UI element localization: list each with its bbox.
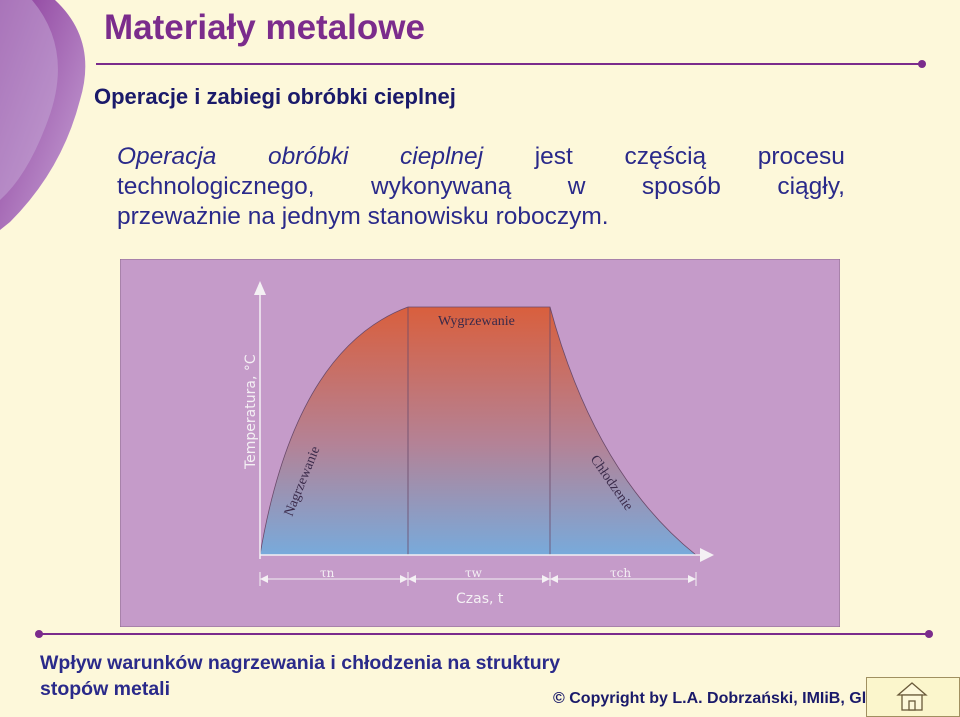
definition-line-3: przeważnie na jednym stanowisku roboczym… [117,203,609,230]
time-axis-label: Czas, t [456,591,504,607]
definition-text: Operacja obróbki cieplnej jest częścią p… [117,142,845,232]
word-obrobki: obróbki [268,143,349,170]
dimension-arrow [260,575,268,583]
home-icon [896,682,928,711]
word-sposob: sposób [641,173,721,200]
footer-divider-dot-right [925,630,933,638]
title-divider-dot [918,60,926,68]
time-axis-arrow [700,548,714,562]
dimension-arrow [550,575,558,583]
word-w: w [567,173,586,200]
word-technologicznego: technologicznego, [117,173,315,200]
temperature-axis-label: Temperatura, °C [243,354,259,470]
dimension-arrow [542,575,550,583]
page-title: Materiały metalowe [104,8,425,47]
phase-label-soaking: Wygrzewanie [438,314,515,329]
dimension-arrow [400,575,408,583]
footer-topic-line-2: stopów metali [40,678,171,700]
definition-line-1: Operacja obróbki cieplnej jest częścią p… [117,142,845,172]
tau-w-label: τw [465,566,483,580]
word-czescia: częścią [624,143,707,170]
word-wykonywana: wykonywaną [370,173,512,200]
word-jest: jest [534,143,573,170]
word-operacja: Operacja [117,143,217,170]
footer-topic: Wpływ warunków nagrzewania i chłodzenia … [40,650,560,702]
word-ciagly: ciągły, [777,173,845,200]
corner-decoration [0,0,86,230]
title-divider [96,63,922,65]
tau-n-label: τn [320,566,335,580]
home-button[interactable] [866,677,960,717]
footer-divider [40,633,928,635]
footer-divider-dot-left [35,630,43,638]
word-cieplnej: cieplnej [400,143,484,170]
word-procesu: procesu [757,143,845,170]
copyright-notice: © Copyright by L.A. Dobrzański, IMIiB, G… [553,690,867,707]
tau-ch-label: τch [610,566,631,580]
temperature-axis-arrow [254,281,266,295]
heat-treatment-diagram: τn τw τch Czas, t Temperatura, °C Wygrze… [120,259,840,627]
definition-line-2: technologicznego, wykonywaną w sposób ci… [117,172,845,202]
footer-topic-line-1: Wpływ warunków nagrzewania i chłodzenia … [40,652,561,674]
dimension-arrow [688,575,696,583]
section-subtitle: Operacje i zabiegi obróbki cieplnej [94,84,456,109]
dimension-arrow [408,575,416,583]
